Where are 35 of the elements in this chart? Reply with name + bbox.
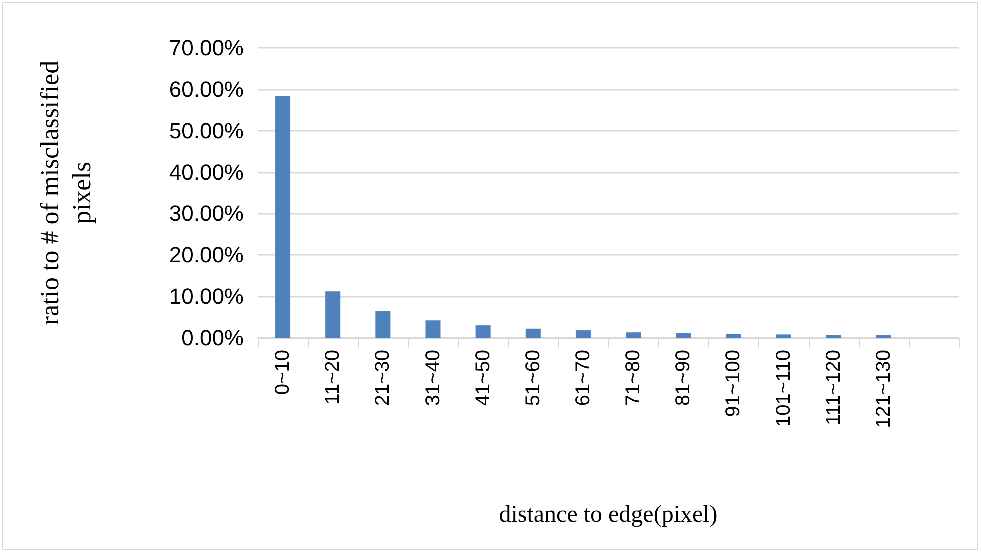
bar [376, 311, 391, 338]
bar [676, 333, 692, 338]
x-tick-label: 81~90 [672, 350, 695, 406]
y-tick-label: 0.00% [182, 326, 244, 350]
y-tick-label: 60.00% [169, 76, 244, 102]
bar [476, 326, 491, 338]
x-tick-label: 91~100 [722, 350, 745, 418]
x-tick-label: 121~130 [872, 350, 895, 428]
bar [726, 334, 742, 338]
y-tick-label: 20.00% [169, 242, 244, 268]
x-tick-label: 51~60 [522, 350, 544, 406]
x-tick-label: 11~20 [322, 350, 344, 405]
x-tick-label: 31~40 [422, 350, 444, 406]
bar [826, 335, 842, 338]
y-tick-label: 10.00% [169, 284, 244, 310]
x-tick-label: 61~70 [572, 350, 594, 406]
bar [526, 328, 541, 338]
x-tick-label: 101~110 [772, 350, 795, 427]
bar [776, 334, 792, 338]
y-tick-label: 40.00% [169, 160, 244, 185]
bar [576, 330, 591, 338]
x-tick-label: 71~80 [622, 350, 645, 406]
y-tick-label: 50.00% [169, 118, 244, 144]
bar [276, 96, 291, 338]
bar [626, 332, 642, 338]
x-axis-title: distance to edge(pixel) [499, 502, 718, 528]
y-tick-label: 30.00% [169, 201, 244, 226]
x-tick-label: 41~50 [472, 350, 494, 406]
bar [326, 292, 341, 338]
x-tick-label: 21~30 [372, 350, 394, 406]
y-tick-label: 70.00% [169, 36, 244, 60]
x-tick-label: 111~120 [822, 350, 845, 426]
y-axis-title: ratio to # of misclassified pixels [36, 60, 96, 326]
bar [426, 320, 441, 338]
x-tick-label: 0~10 [272, 350, 294, 396]
